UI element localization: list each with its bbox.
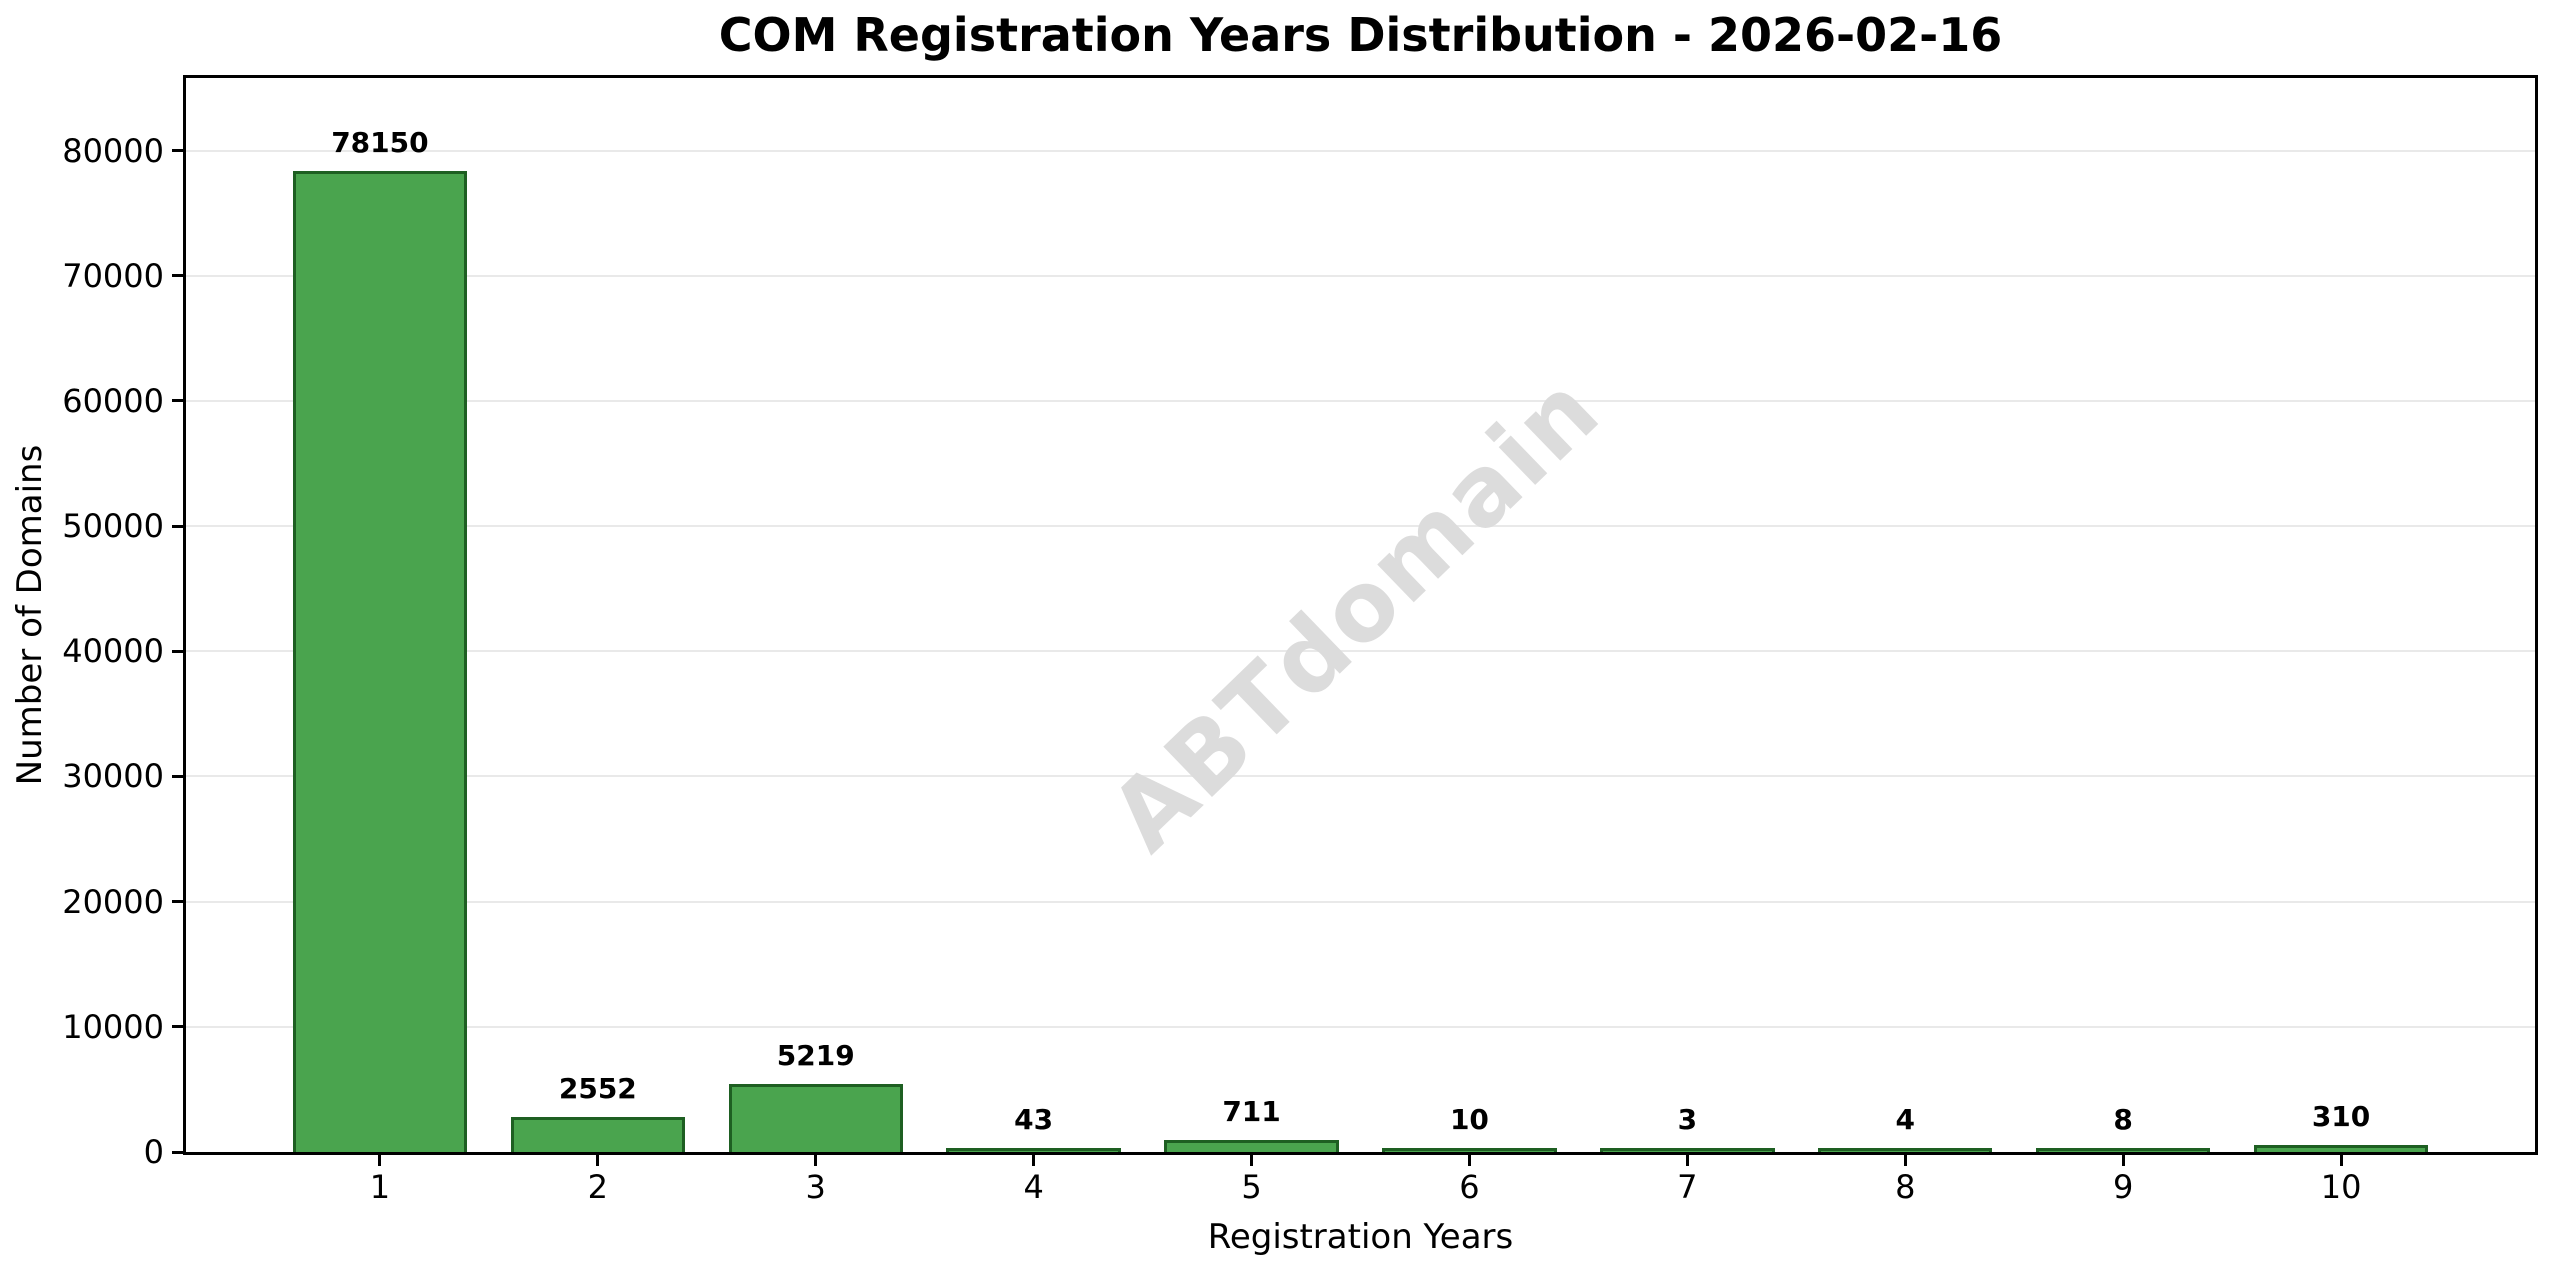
x-tick-label-7: 7	[1677, 1168, 1698, 1206]
y-tick-label-80000: 80000	[62, 131, 164, 170]
y-tick-label-0: 0	[143, 1133, 164, 1171]
y-tick-label-30000: 30000	[62, 757, 164, 796]
y-tick-mark-40000	[172, 649, 183, 653]
bar-value-label-4: 43	[1014, 1103, 1054, 1136]
x-tick-label-8: 8	[1895, 1168, 1916, 1206]
bar-year-10	[2253, 1145, 2429, 1152]
gridline-70000	[186, 274, 2535, 277]
y-tick-mark-10000	[172, 1025, 183, 1029]
bar-year-9	[2036, 1148, 2211, 1152]
bar-year-3	[728, 1083, 903, 1152]
y-tick-mark-80000	[172, 149, 183, 153]
y-tick-label-60000: 60000	[62, 381, 164, 420]
y-tick-label-10000: 10000	[62, 1007, 164, 1046]
gridline-80000	[186, 149, 2535, 152]
bar-year-7	[1600, 1148, 1775, 1152]
gridline-60000	[186, 399, 2535, 402]
bar-value-label-1: 78150	[331, 125, 429, 159]
y-tick-mark-0	[172, 1150, 183, 1154]
bar-value-label-7: 3	[1677, 1103, 1698, 1136]
plot-area: ABTdomain 78150 2552 5219 43 711 10 3 4 8 310	[183, 75, 2538, 1155]
gridline-40000	[186, 650, 2535, 653]
bar-year-1	[292, 170, 468, 1152]
y-tick-mark-50000	[172, 524, 183, 528]
y-tick-mark-70000	[172, 274, 183, 278]
x-axis-label: Registration Years	[1207, 1217, 1514, 1257]
gridline-50000	[186, 525, 2535, 528]
x-tick-mark-8	[1903, 1155, 1907, 1166]
x-tick-label-5: 5	[1241, 1168, 1262, 1206]
x-tick-label-4: 4	[1023, 1168, 1044, 1206]
bar-year-5	[1164, 1140, 1339, 1152]
bar-value-label-2: 2552	[558, 1072, 637, 1106]
x-tick-label-3: 3	[805, 1168, 826, 1206]
gridline-30000	[186, 775, 2535, 778]
x-tick-mark-3	[814, 1155, 818, 1166]
x-tick-mark-1	[378, 1155, 382, 1166]
bar-value-label-5: 711	[1222, 1095, 1281, 1129]
x-tick-label-1: 1	[369, 1168, 391, 1206]
bar-year-8	[1818, 1148, 1993, 1152]
x-tick-mark-6	[1467, 1155, 1471, 1166]
bar-value-label-6: 10	[1449, 1103, 1489, 1136]
bar-value-label-9: 8	[2113, 1103, 2133, 1136]
x-tick-mark-2	[596, 1155, 600, 1166]
x-tick-mark-7	[1685, 1155, 1689, 1166]
y-tick-label-70000: 70000	[62, 256, 164, 295]
watermark-text: ABTdomain	[1088, 353, 1622, 873]
y-tick-label-40000: 40000	[62, 632, 164, 671]
y-tick-label-50000: 50000	[62, 507, 164, 546]
x-tick-mark-5	[1250, 1155, 1254, 1166]
x-tick-label-2: 2	[587, 1168, 608, 1206]
gridline-20000	[186, 900, 2535, 903]
y-tick-mark-20000	[172, 900, 183, 904]
bar-year-2	[510, 1117, 685, 1152]
x-tick-mark-9	[2121, 1155, 2125, 1166]
bar-year-4	[946, 1148, 1121, 1152]
x-tick-label-9: 9	[2112, 1168, 2134, 1206]
y-tick-mark-30000	[172, 774, 183, 778]
y-tick-label-20000: 20000	[62, 882, 164, 921]
chart-title: COM Registration Years Distribution - 20…	[718, 8, 2003, 62]
gridline-10000	[186, 1025, 2535, 1028]
x-tick-label-6: 6	[1459, 1168, 1480, 1206]
bar-value-label-8: 4	[1895, 1103, 1915, 1136]
x-tick-label-10: 10	[2320, 1168, 2362, 1206]
bar-value-label-3: 5219	[776, 1038, 855, 1072]
bar-year-6	[1382, 1148, 1557, 1152]
y-axis-label: Number of Domains	[10, 444, 50, 786]
x-tick-mark-10	[2339, 1155, 2343, 1166]
bar-value-label-10: 310	[2311, 1100, 2371, 1134]
y-tick-mark-60000	[172, 399, 183, 403]
x-tick-mark-4	[1032, 1155, 1036, 1166]
